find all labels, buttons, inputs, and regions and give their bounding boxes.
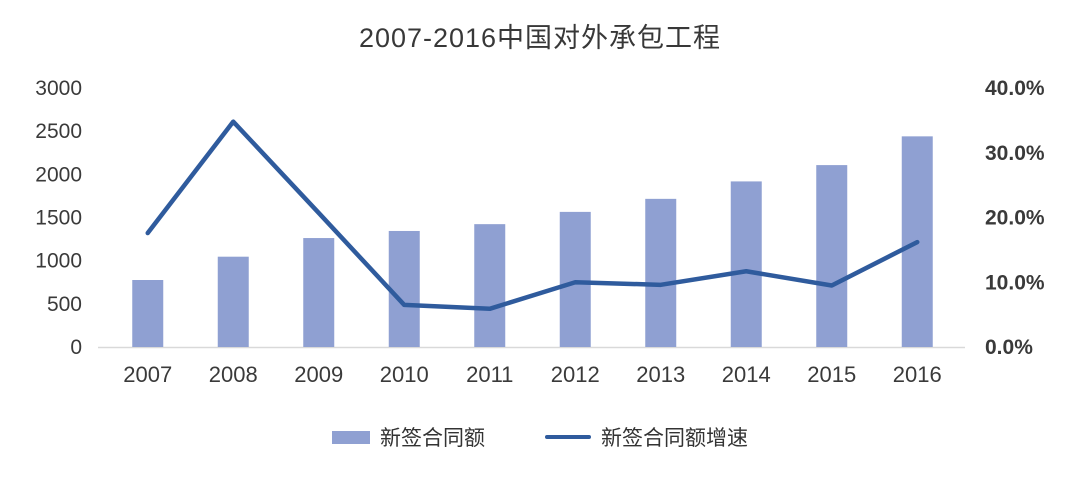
svg-text:2011: 2011 <box>466 362 513 387</box>
svg-text:20.0%: 20.0% <box>985 207 1045 230</box>
svg-text:0.0%: 0.0% <box>985 336 1033 359</box>
svg-text:2500: 2500 <box>35 120 82 143</box>
svg-text:2013: 2013 <box>636 362 685 387</box>
svg-text:1000: 1000 <box>35 250 82 273</box>
legend-item-bar: 新签合同额 <box>332 422 485 452</box>
svg-text:500: 500 <box>47 293 82 316</box>
legend-label-bar: 新签合同额 <box>380 427 485 450</box>
chart-legend: 新签合同额 新签合同额增速 <box>0 422 1080 452</box>
chart-title: 2007-2016中国对外承包工程 <box>358 23 722 53</box>
svg-text:30.0%: 30.0% <box>985 142 1045 165</box>
svg-text:3000: 3000 <box>35 77 82 100</box>
svg-text:40.0%: 40.0% <box>985 77 1045 100</box>
svg-text:1500: 1500 <box>35 207 82 230</box>
svg-text:0: 0 <box>70 336 82 359</box>
svg-text:2008: 2008 <box>209 362 258 387</box>
svg-text:2000: 2000 <box>35 163 82 186</box>
svg-text:2015: 2015 <box>807 362 856 387</box>
svg-text:2010: 2010 <box>380 362 429 387</box>
legend-item-line: 新签合同额增速 <box>545 422 748 452</box>
svg-text:2009: 2009 <box>294 362 343 387</box>
svg-text:10.0%: 10.0% <box>985 271 1045 294</box>
svg-text:2007: 2007 <box>123 362 172 387</box>
svg-text:2016: 2016 <box>893 362 942 387</box>
legend-label-line: 新签合同额增速 <box>601 427 748 450</box>
svg-text:2014: 2014 <box>722 362 771 387</box>
bar-swatch-icon <box>332 430 370 444</box>
svg-text:2012: 2012 <box>551 362 600 387</box>
line-swatch-icon <box>545 435 591 439</box>
